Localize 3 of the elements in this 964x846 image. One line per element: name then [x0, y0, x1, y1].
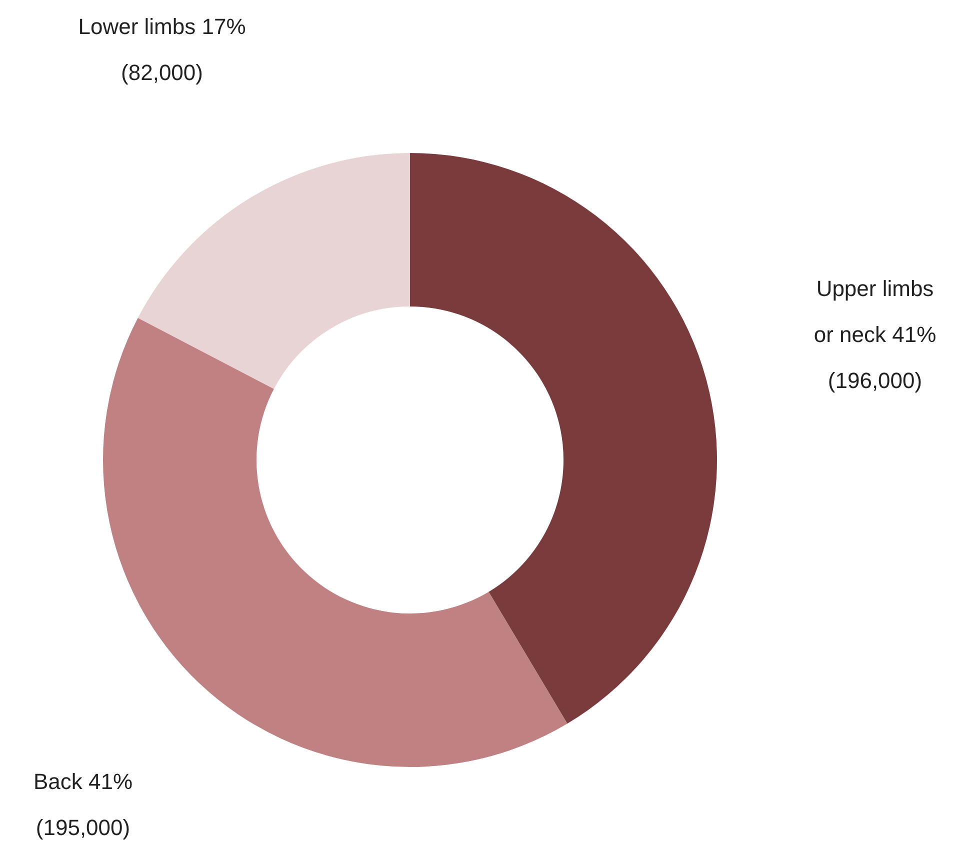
slice-label: Lower limbs 17% (82,000): [78, 14, 246, 86]
slice-label: Upper limbs or neck 41% (196,000): [814, 276, 936, 394]
slice-label: Back 41% (195,000): [33, 769, 133, 840]
